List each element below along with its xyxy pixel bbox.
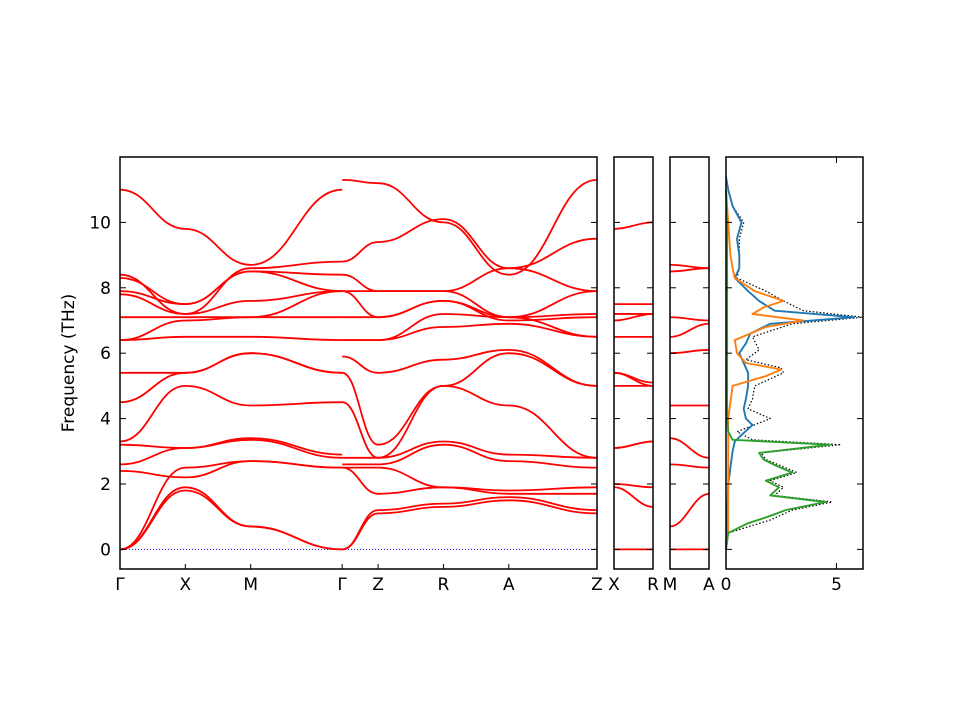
dos-curve	[725, 176, 856, 550]
band-panel-frame	[119, 156, 598, 570]
panel-frames	[119, 156, 864, 570]
band-panel-frame	[669, 156, 710, 570]
band-line	[341, 352, 598, 446]
band-line	[342, 313, 598, 341]
ytick-label: 4	[100, 410, 111, 430]
kpoint-label: X	[180, 575, 192, 595]
band-line	[342, 348, 598, 387]
band-line	[342, 440, 598, 459]
ytick-label: 0	[100, 540, 111, 560]
kpoint-label: X	[608, 575, 620, 595]
dos-xtick-label: 0	[721, 575, 732, 595]
band-line	[119, 290, 343, 315]
ytick-label: 2	[100, 475, 111, 495]
band-line	[119, 270, 343, 306]
band-line	[119, 437, 343, 456]
band-line	[613, 221, 654, 230]
band-line	[342, 218, 598, 270]
kpoint-label: M	[243, 575, 258, 595]
band-line	[119, 486, 343, 551]
band-line	[119, 460, 343, 479]
band-line	[613, 486, 654, 508]
plot-data	[119, 176, 864, 551]
kpoint-label: Γ	[337, 575, 347, 595]
band-line	[342, 290, 598, 319]
band-line	[342, 466, 597, 495]
band-line	[119, 384, 343, 443]
band-line	[119, 290, 343, 341]
band-line	[669, 322, 710, 338]
kpoint-label: M	[663, 575, 678, 595]
kpoint-label: Z	[372, 575, 384, 595]
dos-panel-frame	[725, 156, 864, 570]
y-axis-title: Frequency (THz)	[59, 294, 79, 433]
band-line	[669, 463, 710, 469]
band-line	[669, 437, 710, 459]
ytick-label: 6	[100, 344, 111, 364]
band-line	[342, 496, 598, 551]
kpoint-label: A	[703, 575, 715, 595]
band-line	[342, 267, 598, 292]
band-line	[119, 260, 343, 315]
dos-xtick-label: 5	[831, 575, 842, 595]
band-line	[613, 371, 654, 387]
band-panel-frame	[613, 156, 654, 570]
ytick-label: 8	[100, 279, 111, 299]
dos-curve	[725, 189, 805, 550]
band-line	[119, 352, 343, 404]
kpoint-label: R	[438, 575, 450, 595]
ytick-label: 10	[89, 213, 111, 233]
kpoint-label: Z	[591, 575, 603, 595]
band-line	[342, 179, 598, 276]
band-line	[120, 352, 343, 374]
band-line	[119, 335, 343, 341]
dos-curve	[725, 189, 831, 550]
band-line	[613, 440, 654, 449]
band-line	[669, 264, 710, 270]
band-line	[342, 290, 598, 319]
kpoint-label: R	[647, 575, 659, 595]
band-line	[613, 313, 654, 322]
band-line	[119, 188, 343, 266]
band-line	[119, 438, 343, 466]
kpoint-label: Γ	[115, 575, 125, 595]
band-line	[669, 492, 710, 528]
band-line	[342, 322, 598, 341]
kpoint-label: A	[503, 575, 515, 595]
band-line	[342, 443, 598, 469]
band-line	[342, 499, 598, 551]
band-line	[342, 466, 598, 492]
band-line	[669, 316, 710, 322]
band-line	[341, 384, 598, 459]
